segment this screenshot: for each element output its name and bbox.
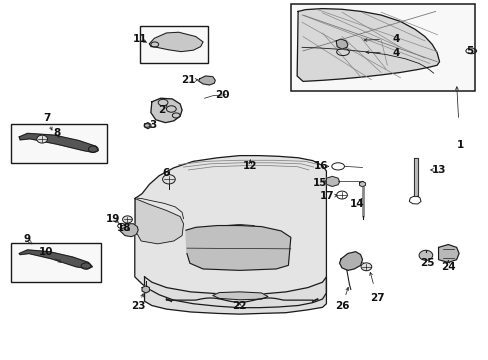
Text: 24: 24 xyxy=(440,262,455,272)
Circle shape xyxy=(418,250,432,260)
Polygon shape xyxy=(19,250,92,269)
Text: 23: 23 xyxy=(131,301,145,311)
Polygon shape xyxy=(198,76,215,85)
Polygon shape xyxy=(185,226,290,270)
Polygon shape xyxy=(297,9,439,81)
Text: 6: 6 xyxy=(163,168,170,178)
Polygon shape xyxy=(144,123,151,129)
Text: 18: 18 xyxy=(117,224,132,233)
Bar xyxy=(11,124,106,163)
Text: 12: 12 xyxy=(243,161,257,171)
Text: 25: 25 xyxy=(420,258,434,268)
Text: 5: 5 xyxy=(465,46,472,56)
Bar xyxy=(140,26,207,63)
Polygon shape xyxy=(212,292,267,300)
Bar xyxy=(11,243,101,282)
Text: 9: 9 xyxy=(24,234,31,244)
Text: 20: 20 xyxy=(215,90,229,100)
Circle shape xyxy=(360,263,371,271)
Text: 8: 8 xyxy=(53,128,61,138)
Polygon shape xyxy=(135,199,183,244)
Text: 15: 15 xyxy=(312,178,326,188)
Text: 27: 27 xyxy=(369,293,384,303)
Polygon shape xyxy=(144,277,326,314)
Polygon shape xyxy=(339,252,362,270)
Polygon shape xyxy=(438,244,458,262)
Text: 4: 4 xyxy=(392,48,400,58)
Polygon shape xyxy=(413,158,417,196)
Text: 4: 4 xyxy=(392,34,400,44)
Text: 3: 3 xyxy=(149,120,156,130)
Text: 17: 17 xyxy=(320,191,334,201)
Text: 13: 13 xyxy=(430,165,445,175)
Polygon shape xyxy=(142,286,149,293)
Text: 26: 26 xyxy=(334,301,348,311)
Text: 10: 10 xyxy=(39,247,53,257)
Text: 21: 21 xyxy=(181,75,195,85)
Polygon shape xyxy=(335,39,347,49)
Polygon shape xyxy=(326,176,339,186)
Circle shape xyxy=(37,135,47,143)
Polygon shape xyxy=(19,134,98,152)
Polygon shape xyxy=(151,98,182,123)
Text: 7: 7 xyxy=(43,113,51,123)
Polygon shape xyxy=(359,181,365,187)
Text: 16: 16 xyxy=(313,161,327,171)
Polygon shape xyxy=(120,224,138,237)
Text: 2: 2 xyxy=(158,105,165,115)
Text: 19: 19 xyxy=(105,215,120,224)
Circle shape xyxy=(122,216,132,223)
Text: 11: 11 xyxy=(132,34,146,44)
Bar xyxy=(290,4,474,91)
Polygon shape xyxy=(135,156,326,308)
Polygon shape xyxy=(149,32,203,51)
Circle shape xyxy=(162,175,175,184)
Text: 1: 1 xyxy=(455,140,463,150)
Text: 14: 14 xyxy=(348,199,363,210)
Text: 22: 22 xyxy=(232,301,246,311)
